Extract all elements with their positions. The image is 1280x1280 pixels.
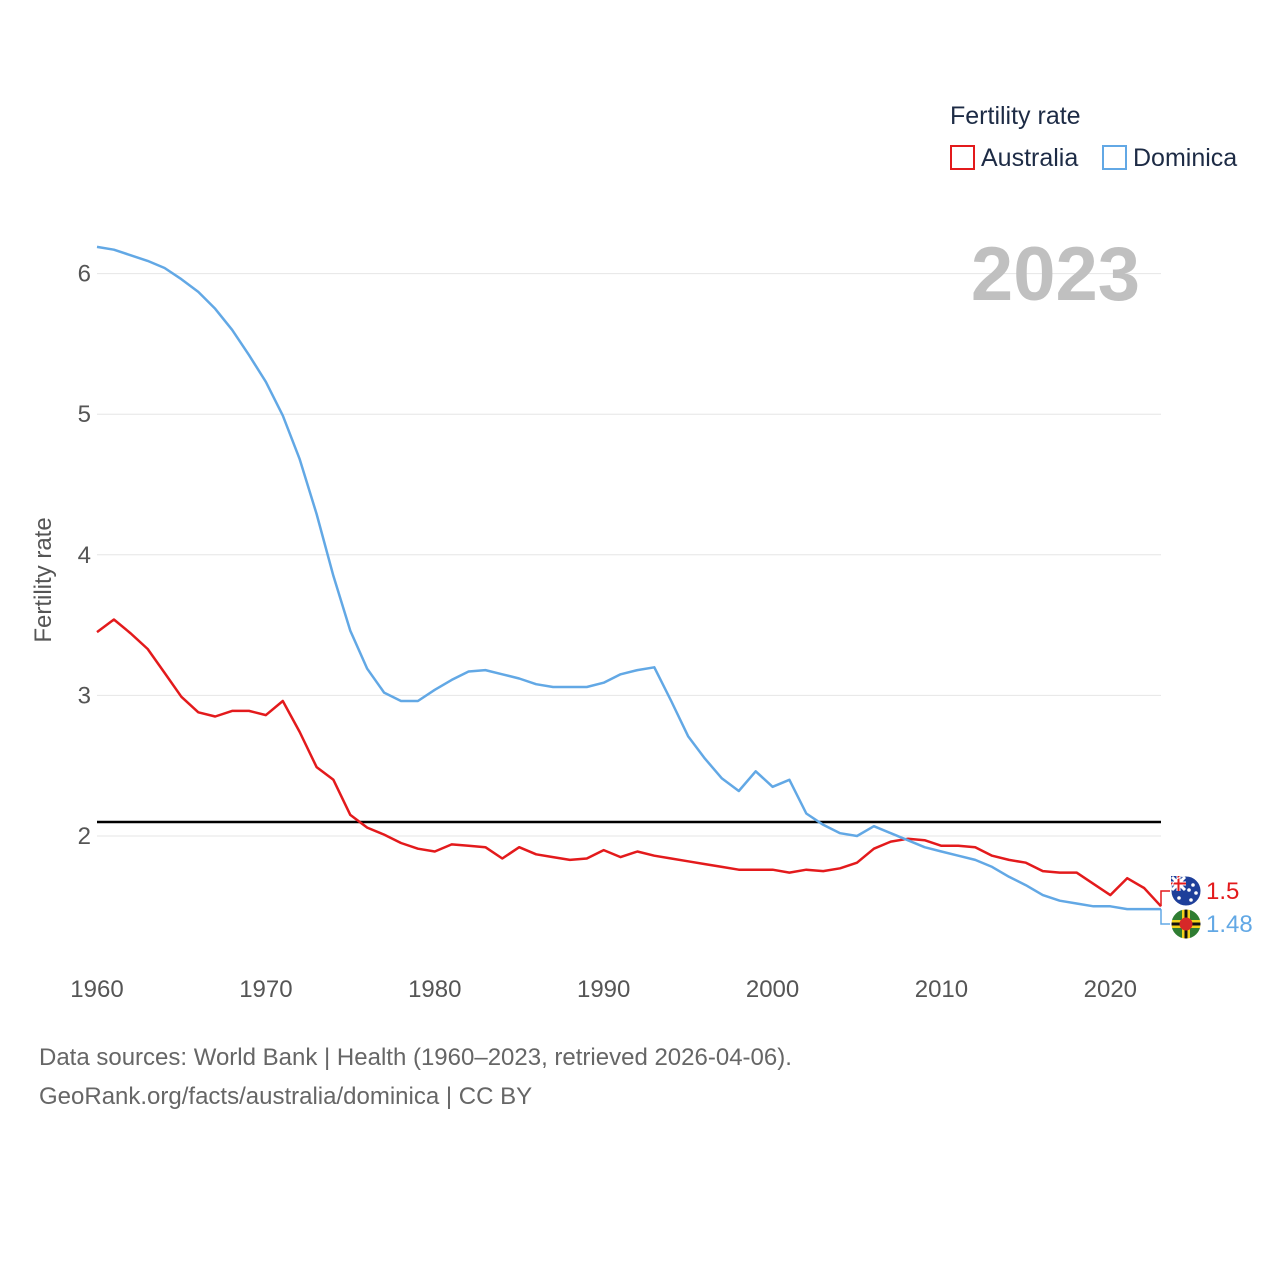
flag-outline xyxy=(1170,908,1202,940)
flag-star xyxy=(1187,888,1191,892)
legend-item-australia[interactable]: Australia xyxy=(950,144,1078,172)
legend: Fertility rate Australia Dominica xyxy=(950,102,1237,172)
current-year-label: 2023 xyxy=(971,232,1140,317)
y-tick-label-6: 6 xyxy=(78,261,91,288)
legend-label-dominica: Dominica xyxy=(1133,144,1237,172)
legend-swatch-dominica xyxy=(1102,145,1127,170)
legend-title: Fertility rate xyxy=(950,102,1081,130)
end-value-label-australia: 1.5 xyxy=(1206,878,1239,905)
series-lines xyxy=(96,245,1162,911)
series-line-australia xyxy=(96,618,1162,908)
x-tick-label-2020: 2020 xyxy=(1084,976,1137,1003)
flag-star xyxy=(1189,898,1193,902)
end-value-label-dominica: 1.48 xyxy=(1206,911,1253,938)
y-axis-ticks: 2 3 4 5 6 xyxy=(78,261,91,850)
flag-disc xyxy=(1179,917,1193,931)
x-tick-label-1970: 1970 xyxy=(239,976,292,1003)
attribution-link[interactable]: GeoRank.org/facts/australia/dominica | C… xyxy=(39,1083,533,1110)
y-tick-label-2: 2 xyxy=(78,823,91,850)
legend-swatch-australia xyxy=(950,145,975,170)
x-tick-label-1980: 1980 xyxy=(408,976,461,1003)
flag-star xyxy=(1177,896,1181,900)
flag-star xyxy=(1191,883,1195,887)
x-tick-label-2010: 2010 xyxy=(915,976,968,1003)
data-source-note: Data sources: World Bank | Health (1960–… xyxy=(39,1044,792,1071)
dominica-flag-icon xyxy=(1170,908,1202,940)
legend-label-australia: Australia xyxy=(981,144,1078,172)
flag-star xyxy=(1194,891,1198,895)
end-connector-australia xyxy=(1160,890,1170,907)
end-connector-dominica xyxy=(1160,909,1170,925)
x-tick-label-1990: 1990 xyxy=(577,976,630,1003)
x-tick-label-1960: 1960 xyxy=(70,976,123,1003)
x-axis-ticks: 1960 1970 1980 1990 2000 2010 2020 xyxy=(70,976,1137,1003)
x-tick-label-2000: 2000 xyxy=(746,976,799,1003)
series-line-dominica xyxy=(96,245,1161,911)
legend-item-dominica[interactable]: Dominica xyxy=(1102,144,1237,172)
y-tick-label-4: 4 xyxy=(78,542,91,569)
y-axis-title: Fertility rate xyxy=(30,517,57,642)
end-markers: 1.5 1.48 xyxy=(1160,875,1253,940)
y-tick-label-5: 5 xyxy=(78,401,91,428)
flag-outline xyxy=(1170,875,1202,907)
grid-lines xyxy=(97,273,1161,837)
y-tick-label-3: 3 xyxy=(78,682,91,709)
australia-flag-icon xyxy=(1170,875,1202,907)
